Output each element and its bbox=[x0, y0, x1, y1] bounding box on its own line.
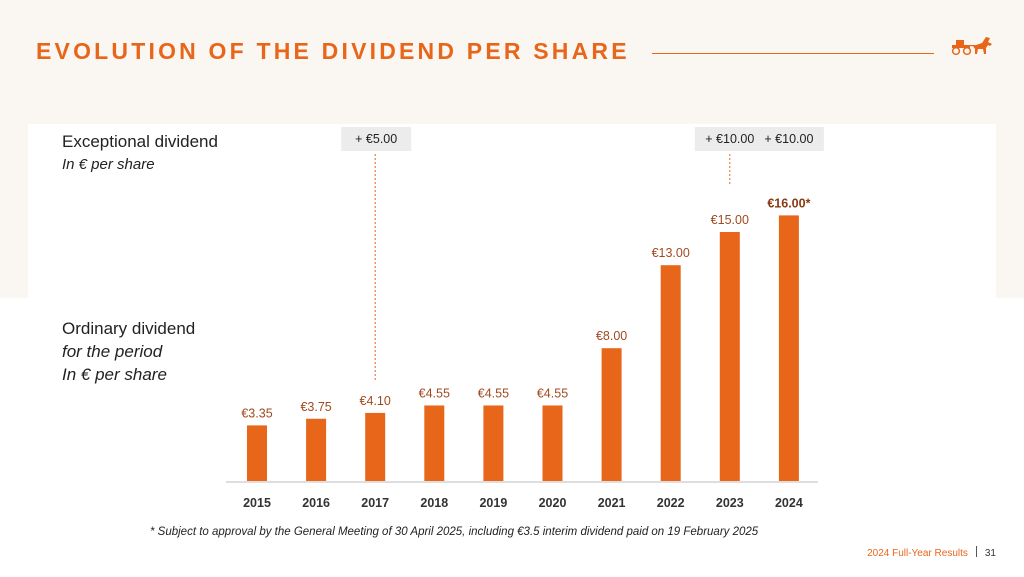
tick-label-2022: 2022 bbox=[657, 496, 685, 510]
value-label-2022: €13.00 bbox=[652, 246, 690, 260]
horse-carriage-logo-icon bbox=[951, 37, 992, 56]
exceptional-box-2017 bbox=[341, 127, 412, 151]
bar-2016 bbox=[306, 418, 327, 481]
tick-label-2021: 2021 bbox=[598, 496, 626, 510]
chart-panel bbox=[28, 124, 996, 544]
value-label-2016: €3.75 bbox=[300, 400, 331, 414]
tick-label-2015: 2015 bbox=[243, 496, 271, 510]
value-label-2015: €3.35 bbox=[241, 406, 272, 420]
exceptional-label-unit: In € per share bbox=[62, 156, 155, 173]
exceptional-label-2023: + €10.00 bbox=[705, 132, 754, 146]
bar-2015 bbox=[247, 425, 267, 481]
exceptional-label-2024: + €10.00 bbox=[764, 132, 813, 146]
tick-label-2020: 2020 bbox=[539, 496, 567, 510]
value-label-2018: €4.55 bbox=[419, 386, 450, 400]
bar-2018 bbox=[424, 405, 445, 481]
value-label-2017: €4.10 bbox=[360, 394, 391, 408]
footnote: * Subject to approval by the General Mee… bbox=[150, 526, 759, 538]
exceptional-dividend-label: Exceptional dividend In € per share bbox=[62, 130, 218, 176]
exceptional-label-2017: + €5.00 bbox=[355, 132, 397, 146]
exceptional-box-2024 bbox=[753, 127, 824, 151]
bar-2021 bbox=[601, 348, 622, 481]
ordinary-label-title: Ordinary dividend bbox=[62, 319, 196, 338]
tick-label-2024: 2024 bbox=[775, 496, 803, 510]
ordinary-dividend-label: Ordinary dividend for the period In € pe… bbox=[62, 317, 195, 386]
tick-label-2018: 2018 bbox=[420, 496, 448, 510]
exceptional-box-2023 bbox=[694, 127, 765, 151]
bar-2024 bbox=[778, 215, 799, 481]
value-label-2019: €4.55 bbox=[478, 386, 509, 400]
footer-separator bbox=[975, 546, 977, 557]
footer-text: 2024 Full-Year Results bbox=[867, 548, 968, 559]
title-rule bbox=[652, 53, 934, 54]
bar-2022 bbox=[660, 265, 681, 481]
value-label-2023: €15.00 bbox=[711, 213, 749, 227]
exceptional-label-title: Exceptional dividend bbox=[62, 132, 218, 151]
bar-2023 bbox=[719, 232, 740, 481]
ordinary-label-unit: In € per share bbox=[62, 365, 167, 384]
page-title: EVOLUTION OF THE DIVIDEND PER SHARE bbox=[36, 38, 630, 64]
page-footer: 2024 Full-Year Results 31 bbox=[867, 546, 996, 559]
bar-2019 bbox=[483, 405, 504, 481]
value-label-2021: €8.00 bbox=[596, 329, 627, 343]
tick-label-2017: 2017 bbox=[361, 496, 389, 510]
bar-2017 bbox=[365, 412, 386, 481]
page-number: 31 bbox=[984, 548, 996, 559]
value-label-2020: €4.55 bbox=[537, 386, 568, 400]
tick-label-2016: 2016 bbox=[302, 496, 330, 510]
ordinary-label-period: for the period bbox=[62, 342, 163, 361]
value-label-2024: €16.00* bbox=[767, 196, 810, 210]
tick-label-2019: 2019 bbox=[479, 496, 507, 510]
tick-label-2023: 2023 bbox=[716, 496, 744, 510]
bar-2020 bbox=[542, 405, 563, 481]
